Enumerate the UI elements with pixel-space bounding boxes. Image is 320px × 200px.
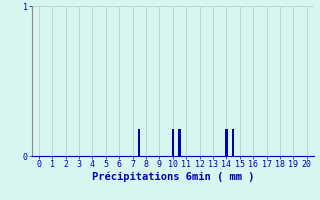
Bar (232, 129, 234, 156)
Bar (225, 129, 228, 156)
Bar (178, 129, 181, 156)
Bar (138, 129, 140, 156)
Bar (172, 129, 174, 156)
X-axis label: Précipitations 6min ( mm ): Précipitations 6min ( mm ) (92, 172, 254, 182)
